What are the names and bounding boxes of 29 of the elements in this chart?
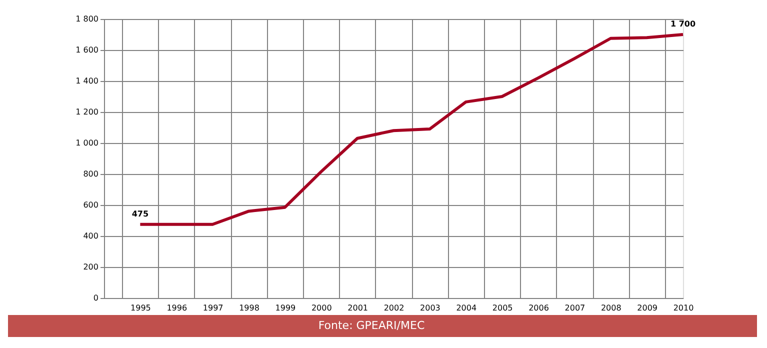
y-tick-label: 400 xyxy=(83,232,98,240)
x-tick-label: 1996 xyxy=(166,304,188,312)
data-label: 475 xyxy=(132,209,149,218)
x-tick-label: 1997 xyxy=(202,304,224,312)
x-tick-label: 1999 xyxy=(275,304,296,312)
y-tick-label: 1 200 xyxy=(76,108,98,116)
y-tick-label: 200 xyxy=(83,262,98,272)
y-tick-label: 1 400 xyxy=(76,76,98,86)
x-tick-label: 2002 xyxy=(384,304,404,312)
y-tick-label: 0 xyxy=(93,294,98,302)
y-tick-label: 800 xyxy=(83,170,98,178)
y-tick-label: 1 800 xyxy=(76,14,98,24)
x-tick-label: 2003 xyxy=(420,304,440,312)
x-tick-label: 1995 xyxy=(130,304,151,312)
x-tick-label: 2007 xyxy=(564,304,586,312)
x-tick-label: 2004 xyxy=(456,304,477,312)
x-tick-label: 2010 xyxy=(673,304,694,312)
x-tick-label: 2000 xyxy=(311,304,332,312)
x-tick-label: 1998 xyxy=(239,304,260,312)
y-tick-label: 600 xyxy=(83,200,98,210)
y-tick-label: 1 600 xyxy=(76,46,98,54)
source-note: Fonte: GPEARI/MEC xyxy=(318,319,425,332)
x-tick-label: 2001 xyxy=(348,304,368,312)
y-tick-label: 1 000 xyxy=(76,138,98,148)
x-tick-label: 2008 xyxy=(600,304,622,312)
x-tick-label: 2006 xyxy=(528,304,549,312)
x-tick-label: 2005 xyxy=(492,304,513,312)
data-label: 1 700 xyxy=(670,20,696,28)
x-tick-label: 2009 xyxy=(637,304,658,312)
